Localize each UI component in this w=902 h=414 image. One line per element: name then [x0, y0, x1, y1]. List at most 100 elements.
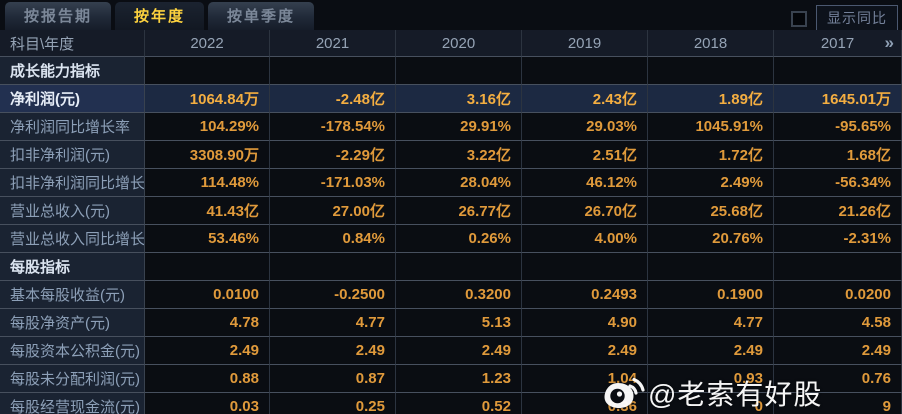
cell-value: 29.91% — [396, 113, 522, 141]
show-yoy-label[interactable]: 显示同比 — [816, 5, 898, 32]
cell-value: 3.22亿 — [396, 141, 522, 169]
cell-value: 26.70亿 — [522, 197, 648, 225]
row-label: 扣非净利润同比增长率 — [0, 169, 145, 197]
cell-value: 26.77亿 — [396, 197, 522, 225]
cell-value: 4.58 — [774, 309, 902, 337]
cell-value: 28.04% — [396, 169, 522, 197]
cell-value: 4.90 — [522, 309, 648, 337]
cell-value: 21.26亿 — [774, 197, 902, 225]
cell-value: 2.49 — [396, 337, 522, 365]
cell-value: 2.49 — [648, 337, 774, 365]
cell-value: 0.52 — [396, 393, 522, 414]
cell-value: 0.3200 — [396, 281, 522, 309]
year-column-header: 2021 — [270, 30, 396, 57]
cell-value: 1064.84万 — [145, 85, 270, 113]
cell-value — [648, 57, 774, 85]
cell-value — [774, 253, 902, 281]
row-label: 扣非净利润(元) — [0, 141, 145, 169]
cell-value: 1645.01万 — [774, 85, 902, 113]
cell-value: 29.03% — [522, 113, 648, 141]
cell-value — [396, 57, 522, 85]
tab-by-single-quarter[interactable]: 按单季度 — [208, 2, 315, 30]
cell-value: 2.51亿 — [522, 141, 648, 169]
cell-value: 0.0200 — [774, 281, 902, 309]
cell-value: 0.26% — [396, 225, 522, 253]
cell-value: 2.49 — [145, 337, 270, 365]
row-label: 净利润(元) — [0, 85, 145, 113]
cell-value: 1.72亿 — [648, 141, 774, 169]
cell-value: -171.03% — [270, 169, 396, 197]
table-corner-header: 科目\年度 — [0, 30, 145, 57]
cell-value: 5.13 — [396, 309, 522, 337]
cell-value: -0.2500 — [270, 281, 396, 309]
cell-value: -2.29亿 — [270, 141, 396, 169]
tab-by-report-period[interactable]: 按报告期 — [5, 2, 112, 30]
year-column-header: 2020 — [396, 30, 522, 57]
cell-value: 9 — [774, 393, 902, 414]
row-label: 每股资本公积金(元) — [0, 337, 145, 365]
cell-value: 4.78 — [145, 309, 270, 337]
show-yoy-checkbox[interactable] — [791, 10, 807, 27]
cell-value: -2.48亿 — [270, 85, 396, 113]
cell-value: 3.16亿 — [396, 85, 522, 113]
cell-value — [648, 253, 774, 281]
row-label: 营业总收入同比增长率 — [0, 225, 145, 253]
cell-value: 0.36 — [522, 393, 648, 414]
cell-value — [270, 57, 396, 85]
cell-value: -95.65% — [774, 113, 902, 141]
row-label: 成长能力指标 — [0, 57, 145, 85]
cell-value: 104.29% — [145, 113, 270, 141]
row-label: 每股净资产(元) — [0, 309, 145, 337]
tab-bar: 按报告期 按年度 按单季度 — [0, 0, 902, 30]
year-column-header: 2017» — [774, 30, 902, 57]
cell-value: 0.25 — [270, 393, 396, 414]
row-label: 基本每股收益(元) — [0, 281, 145, 309]
year-column-header: 2022 — [145, 30, 270, 57]
cell-value — [774, 57, 902, 85]
cell-value: -2.31% — [774, 225, 902, 253]
financial-table: 科目\年度 2022 2021 2020 2019 2018 2017» 成长能力指标 净利润(… — [0, 30, 902, 414]
cell-value: 1.89亿 — [648, 85, 774, 113]
year-column-header: 2018 — [648, 30, 774, 57]
cell-value — [522, 253, 648, 281]
cell-value: 53.46% — [145, 225, 270, 253]
cell-value: 1.68亿 — [774, 141, 902, 169]
row-label: 每股指标 — [0, 253, 145, 281]
cell-value: 114.48% — [145, 169, 270, 197]
cell-value: 25.68亿 — [648, 197, 774, 225]
cell-value: 41.43亿 — [145, 197, 270, 225]
cell-value: 2.49 — [522, 337, 648, 365]
cell-value: 4.77 — [648, 309, 774, 337]
cell-value: 0.1900 — [648, 281, 774, 309]
year-column-header: 2019 — [522, 30, 648, 57]
cell-value: 1.23 — [396, 365, 522, 393]
cell-value: 0.03 — [145, 393, 270, 414]
cell-value — [396, 253, 522, 281]
cell-value: 3308.90万 — [145, 141, 270, 169]
cell-value: -56.34% — [774, 169, 902, 197]
cell-value: 46.12% — [522, 169, 648, 197]
cell-value: 27.00亿 — [270, 197, 396, 225]
more-years-icon[interactable]: » — [884, 33, 894, 52]
cell-value: 0.84% — [270, 225, 396, 253]
cell-value: 2.43亿 — [522, 85, 648, 113]
cell-value: 0.87 — [270, 365, 396, 393]
cell-value: 0 — [648, 393, 774, 414]
cell-value: 20.76% — [648, 225, 774, 253]
row-label: 营业总收入(元) — [0, 197, 145, 225]
cell-value — [145, 57, 270, 85]
cell-value: 0.0100 — [145, 281, 270, 309]
cell-value: 1045.91% — [648, 113, 774, 141]
cell-value: 4.77 — [270, 309, 396, 337]
cell-value: 0.76 — [774, 365, 902, 393]
cell-value: 0.88 — [145, 365, 270, 393]
yoy-controls: 显示同比 — [791, 5, 898, 32]
cell-value: 2.49% — [648, 169, 774, 197]
cell-value: 2.49 — [774, 337, 902, 365]
cell-value: 0.2493 — [522, 281, 648, 309]
cell-value — [270, 253, 396, 281]
cell-value — [145, 253, 270, 281]
cell-value: 4.00% — [522, 225, 648, 253]
tab-by-year[interactable]: 按年度 — [115, 2, 205, 30]
